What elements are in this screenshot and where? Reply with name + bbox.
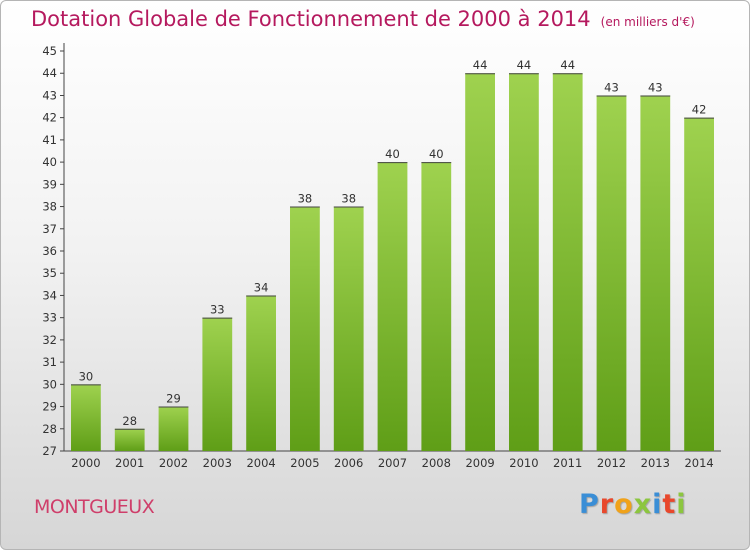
y-tick-label: 29 <box>42 400 57 414</box>
logo-letter: x <box>633 489 653 520</box>
data-label: 44 <box>517 58 532 72</box>
bar <box>684 117 714 452</box>
data-label: 33 <box>210 303 225 317</box>
data-label: 28 <box>122 414 137 428</box>
x-tick-label: 2003 <box>203 456 232 470</box>
y-tick-label: 39 <box>42 177 57 191</box>
data-label: 43 <box>604 80 619 94</box>
chart-data-labels: 30 28 29 33 34 38 38 40 40 44 44 44 43 43 42 <box>79 58 707 428</box>
chart-title: Dotation Globale de Fonctionnement de 20… <box>31 7 695 31</box>
commune-name: MONTGUEUX <box>34 496 155 518</box>
y-tick-label: 40 <box>42 155 57 169</box>
x-tick-label: 2007 <box>378 456 407 470</box>
data-label: 30 <box>79 369 94 383</box>
y-tick-label: 36 <box>42 244 57 258</box>
data-label: 38 <box>298 192 313 206</box>
y-tick-label: 42 <box>42 111 57 125</box>
x-tick-label: 2013 <box>641 456 670 470</box>
bar <box>596 95 627 451</box>
y-tick-label: 35 <box>42 266 57 280</box>
bar <box>202 317 233 451</box>
bar <box>640 95 671 451</box>
bar <box>552 73 583 451</box>
x-tick-label: 2001 <box>115 456 144 470</box>
bar <box>333 206 364 451</box>
y-tick-label: 38 <box>42 200 57 214</box>
x-tick-label: 2002 <box>159 456 188 470</box>
x-tick-label: 2008 <box>422 456 451 470</box>
logo-letter: P <box>579 489 600 520</box>
x-tick-label: 2006 <box>334 456 363 470</box>
y-tick-label: 30 <box>42 377 57 391</box>
chart-x-ticks: 2000 2001 2002 2003 2004 2005 2006 2007 2008 2009… <box>71 456 713 470</box>
unit-note: (en milliers d'€) <box>600 15 695 29</box>
x-tick-label: 2011 <box>553 456 582 470</box>
chart-y-ticks: 27 28 29 30 31 32 33 34 35 36 37 38 39 40 41 42 43 44 45 <box>42 44 64 458</box>
data-label: 29 <box>166 392 181 406</box>
data-label: 40 <box>385 147 400 161</box>
y-tick-label: 34 <box>42 288 57 302</box>
y-tick-label: 45 <box>42 44 57 58</box>
bar <box>71 384 101 451</box>
x-tick-label: 2014 <box>684 456 713 470</box>
chart-title-text: Dotation Globale de Fonctionnement de 20… <box>31 7 591 31</box>
data-label: 40 <box>429 147 444 161</box>
y-tick-label: 28 <box>42 422 57 436</box>
bar <box>114 428 145 451</box>
data-label: 44 <box>560 58 575 72</box>
y-tick-label: 41 <box>42 133 57 147</box>
x-tick-label: 2005 <box>290 456 319 470</box>
data-label: 34 <box>254 280 269 294</box>
bar <box>509 73 539 451</box>
bar <box>246 295 276 451</box>
y-tick-label: 44 <box>42 66 57 80</box>
logo-letter: r <box>599 489 615 520</box>
bar <box>465 73 495 451</box>
x-tick-label: 2000 <box>71 456 100 470</box>
data-label: 43 <box>648 80 663 94</box>
bar <box>377 162 408 451</box>
bar <box>421 162 452 451</box>
bar <box>158 406 189 451</box>
y-tick-label: 43 <box>42 88 57 102</box>
bar <box>290 206 320 451</box>
logo-letter: t <box>662 489 677 520</box>
logo-letter: o <box>614 489 634 520</box>
x-tick-label: 2012 <box>597 456 626 470</box>
data-label: 44 <box>473 58 488 72</box>
x-tick-label: 2009 <box>465 456 494 470</box>
y-tick-label: 33 <box>42 311 57 325</box>
proxiti-logo: Proxiti <box>579 489 687 520</box>
y-tick-label: 27 <box>42 444 57 458</box>
logo-letter: i <box>652 489 663 520</box>
data-label: 38 <box>341 192 356 206</box>
y-tick-label: 31 <box>42 355 57 369</box>
logo-letter: i <box>676 489 687 520</box>
data-label: 42 <box>692 103 707 117</box>
x-tick-label: 2004 <box>246 456 275 470</box>
y-tick-label: 32 <box>42 333 57 347</box>
y-tick-label: 37 <box>42 222 57 236</box>
x-tick-label: 2010 <box>509 456 538 470</box>
chart-bars <box>71 73 714 452</box>
